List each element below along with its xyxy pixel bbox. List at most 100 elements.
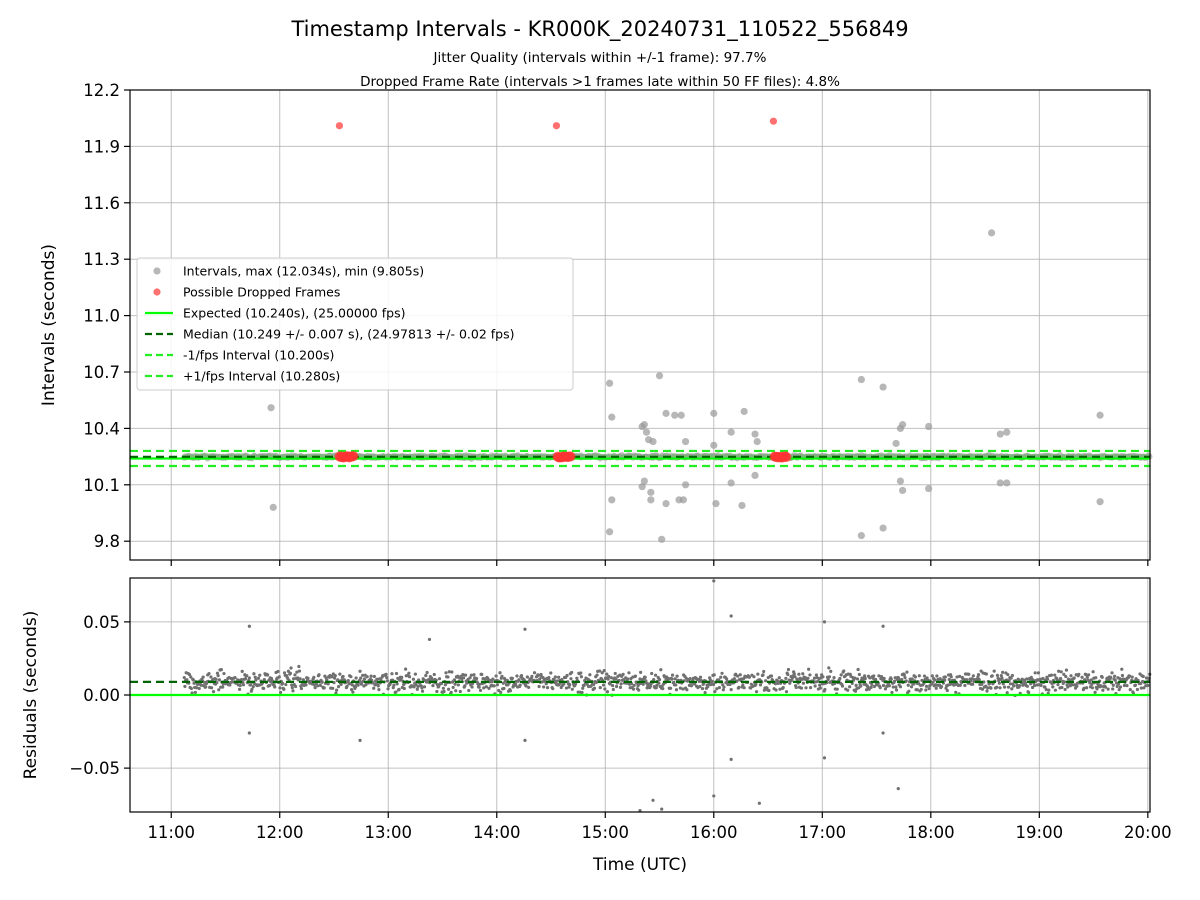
residual-point [190,691,194,695]
residual-point [437,677,442,681]
x-axis-label: Time (UTC) [592,855,687,875]
residual-point [1041,676,1045,681]
residual-point [807,667,811,671]
residual-point [282,671,287,675]
residual-point [1006,672,1010,677]
residual-point [539,672,543,677]
residual-point [461,676,466,680]
residual-point [629,682,634,686]
residual-point [823,687,827,692]
residual-point [256,676,261,680]
residual-point [818,683,822,687]
residual-point [331,686,335,690]
residual-point [1030,685,1035,690]
residual-point [201,675,205,679]
interval-outlier-point [1003,428,1011,436]
residual-point [670,673,675,677]
residual-point [290,683,294,687]
residual-point [564,686,569,690]
residual-point [864,688,869,692]
residual-point [907,689,911,693]
residual-point [1066,685,1070,689]
residual-point [197,686,201,691]
interval-outlier-point [608,413,616,421]
residual-point [611,683,615,688]
residual-point [400,675,404,679]
residual-point [1113,674,1117,678]
residual-point [237,687,242,691]
residual-point [467,688,471,693]
residual-point [927,687,931,691]
residual-point [1005,691,1009,695]
residual-point [316,684,320,688]
residual-point [575,676,579,680]
residual-point [641,682,645,686]
interval-outlier-point [1003,479,1011,487]
residual-point [741,683,745,687]
residual-point [1000,676,1004,680]
interval-outlier-point [896,477,905,485]
residual-point [954,690,958,694]
residual-point [713,689,717,694]
residual-point [712,673,716,677]
residual-point [1117,688,1121,692]
residual-point [891,685,895,689]
residual-point [882,676,886,681]
residual-point [247,676,251,680]
residual-point [639,670,643,674]
residual-point [818,686,822,690]
residual-point [935,674,939,678]
residual-point [869,685,873,689]
residual-point [804,686,808,690]
interval-outlier-point [710,441,718,449]
interval-outlier-point [679,496,688,504]
residual-point [458,689,462,694]
residual-point [477,685,481,689]
interval-outlier-point [606,528,614,536]
residual-point [446,687,451,691]
residual-point [594,680,598,685]
interval-outlier-point [606,379,614,387]
residual-point [872,684,876,689]
interval-outlier-point [753,437,761,446]
intervals-ytick-label-8: 12.2 [83,81,120,100]
interval-outlier-point [727,428,735,436]
residual-point [939,685,944,689]
residual-point [986,686,990,690]
residual-point [1012,684,1016,688]
residual-point [524,684,528,688]
residual-point [1072,676,1076,680]
residual-point [1009,676,1013,680]
residual-point [1033,671,1037,675]
residual-point [698,684,702,689]
residual-point [1057,669,1061,673]
residual-point [386,687,390,691]
residual-point [341,674,345,679]
interval-outlier-point [751,471,759,479]
residual-point [581,686,585,690]
residual-point [1122,683,1126,688]
residual-point [580,690,584,695]
residual-point [547,676,551,680]
residual-point [889,677,893,681]
residual-point [826,677,830,682]
residual-point [1094,676,1098,680]
interval-outlier-point [640,421,648,429]
residual-point [250,687,254,691]
residual-point [922,674,927,678]
residual-point [214,677,218,681]
residual-point [1001,682,1005,686]
residual-point [934,686,938,690]
residual-point [217,678,222,682]
residual-point [967,672,971,676]
residual-point [719,675,723,679]
residual-point [904,679,908,683]
residual-point [508,689,513,693]
residual-point [971,682,975,686]
residual-point [394,671,399,676]
residual-point [1146,683,1150,688]
residual-point [1125,683,1129,688]
residual-point [626,677,630,681]
residuals-xtick-label-5: 16:00 [690,823,738,842]
residual-point [317,673,321,677]
